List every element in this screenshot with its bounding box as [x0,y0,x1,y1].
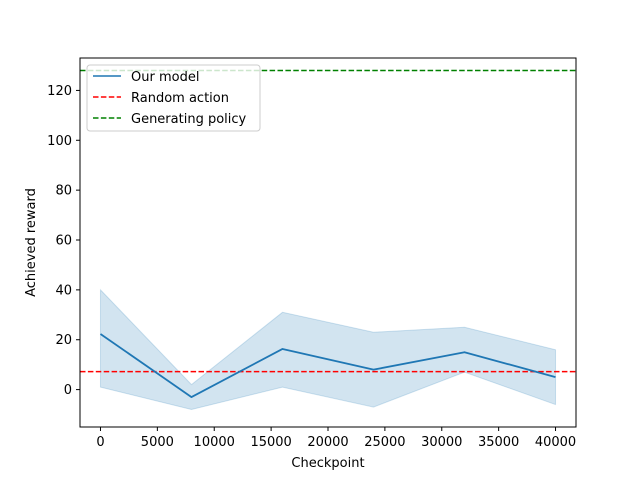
x-tick-label: 20000 [307,435,348,450]
x-tick-label: 5000 [141,435,174,450]
legend-frame [86,64,261,132]
x-tick-label: 40000 [535,435,576,450]
y-tick-label: 60 [55,234,72,249]
legend-label-generating-policy: Generating policy [131,112,247,127]
y-tick-label: 0 [64,383,72,398]
axis-ticks: 0 5000 10000 15000 20000 25000 30000 35000 40000… [47,84,576,450]
legend-label-our-model: Our model [131,70,199,85]
x-tick-label: 25000 [364,435,405,450]
x-tick-label: 15000 [250,435,291,450]
y-tick-label: 100 [47,134,72,149]
x-tick-label: 35000 [478,435,519,450]
y-tick-label: 20 [55,333,72,348]
legend: Our model Random action Generating polic… [86,64,261,132]
legend-label-random-action: Random action [131,91,229,106]
x-tick-label: 0 [96,435,104,450]
y-tick-label: 120 [47,84,72,99]
series-line-our-model [99,333,556,398]
y-axis-label: Achieved reward [24,188,39,297]
y-tick-label: 80 [55,184,72,199]
x-tick-label: 30000 [421,435,462,450]
x-axis-label: Checkpoint [291,456,364,471]
y-tick-label: 40 [55,283,72,298]
confidence-band [99,288,557,411]
x-tick-label: 10000 [194,435,235,450]
